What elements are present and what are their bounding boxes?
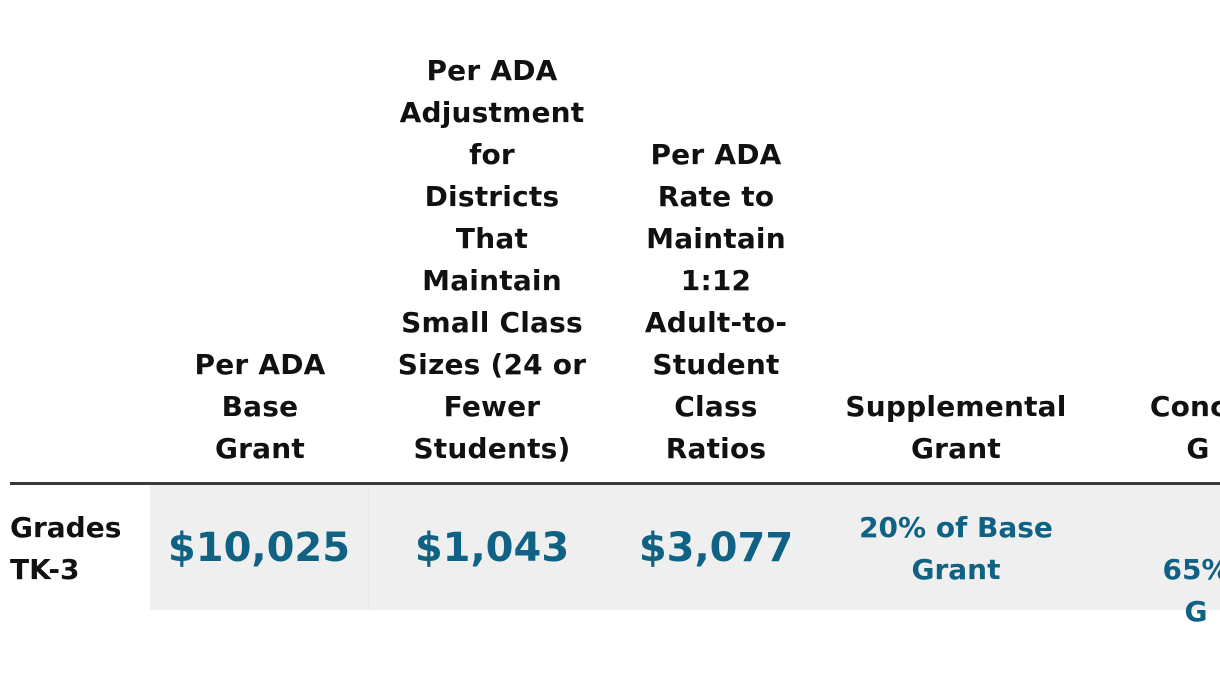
table-row: Grades TK-3 $10,025 $1,043 $3,077 20% of… [10,485,1220,628]
header-small-class-adjustment: Per ADA Adjustment for Districts That Ma… [397,54,587,465]
header-concentration-grant: Conce G [1118,386,1220,470]
row-label-grades-tk3: Grades TK-3 [10,511,122,586]
funding-rates-table: Per ADA Base Grant Per ADA Adjustment fo… [10,0,1220,628]
value-concentration-grant: 65% G [1118,507,1220,675]
cell-separator [368,485,369,610]
header-base-grant: Per ADA Base Grant [194,348,326,465]
cell-shade-rest [369,485,1220,610]
header-supplemental-grant: Supplemental Grant [845,390,1067,465]
value-supplemental-grant: 20% of Base Grant [859,511,1053,586]
value-small-class-adjustment: $1,043 [414,524,570,571]
cell-shade-base [150,485,368,610]
header-divider [10,482,1220,485]
value-concentration-grant-text: 65% G [1162,553,1220,628]
table-header-row: Per ADA Base Grant Per ADA Adjustment fo… [10,0,1220,482]
value-base-grant: $10,025 [167,524,351,571]
header-adult-student-ratio-rate: Per ADA Rate to Maintain 1:12 Adult-to- … [644,138,788,465]
header-concentration-grant-text: Conce G [1149,390,1220,465]
value-adult-student-ratio-rate: $3,077 [638,524,794,571]
